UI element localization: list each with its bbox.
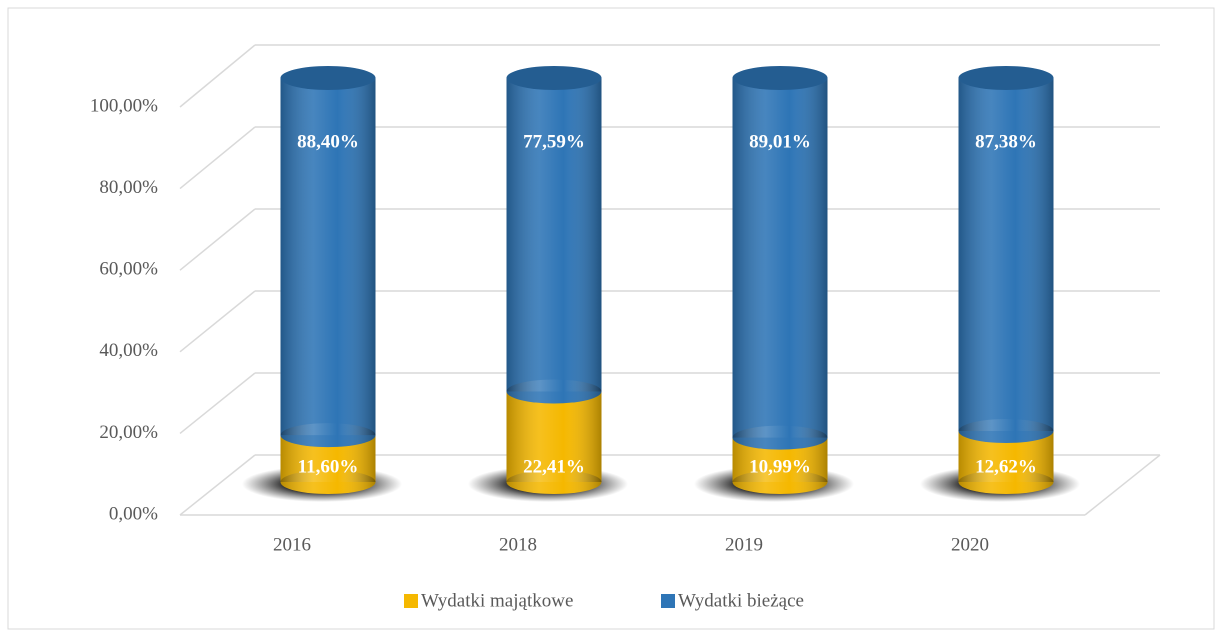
x-tick-label: 2020 bbox=[951, 534, 989, 555]
grid-line bbox=[179, 208, 256, 271]
cylinder-segment bbox=[732, 66, 828, 450]
y-tick-label: 100,00% bbox=[90, 95, 158, 116]
x-tick-label: 2018 bbox=[499, 534, 537, 555]
y-tick-label: 40,00% bbox=[99, 340, 158, 361]
chart-border bbox=[7, 7, 1215, 630]
legend-label: Wydatki bieżące bbox=[678, 590, 804, 611]
data-label: 77,59% bbox=[523, 131, 585, 152]
cylinder-segment bbox=[506, 66, 602, 404]
data-label: 22,41% bbox=[523, 456, 585, 477]
x-tick-label: 2019 bbox=[725, 534, 763, 555]
data-label: 12,62% bbox=[975, 456, 1037, 477]
y-tick-label: 0,00% bbox=[109, 503, 158, 524]
grid-line bbox=[179, 454, 256, 516]
y-tick-label: 60,00% bbox=[99, 259, 158, 280]
floor-edge bbox=[1084, 454, 1161, 516]
cylinder-segment bbox=[958, 66, 1054, 444]
grid-line bbox=[179, 126, 256, 190]
x-tick-label: 2016 bbox=[273, 534, 311, 555]
grid-line bbox=[179, 372, 256, 434]
data-label: 10,99% bbox=[749, 456, 811, 477]
grid-line bbox=[179, 44, 256, 108]
cylinder-segment bbox=[506, 391, 602, 494]
data-label: 87,38% bbox=[975, 131, 1037, 152]
data-label: 89,01% bbox=[749, 131, 811, 152]
y-tick-label: 80,00% bbox=[99, 177, 158, 198]
data-label: 11,60% bbox=[298, 456, 359, 477]
y-tick-label: 20,00% bbox=[99, 422, 158, 443]
legend-swatch bbox=[404, 594, 418, 608]
data-label: 88,40% bbox=[297, 131, 359, 152]
grid-line bbox=[179, 290, 256, 353]
legend-swatch bbox=[661, 594, 675, 608]
legend-label: Wydatki majątkowe bbox=[421, 590, 573, 611]
cylinder-segment bbox=[280, 66, 376, 448]
